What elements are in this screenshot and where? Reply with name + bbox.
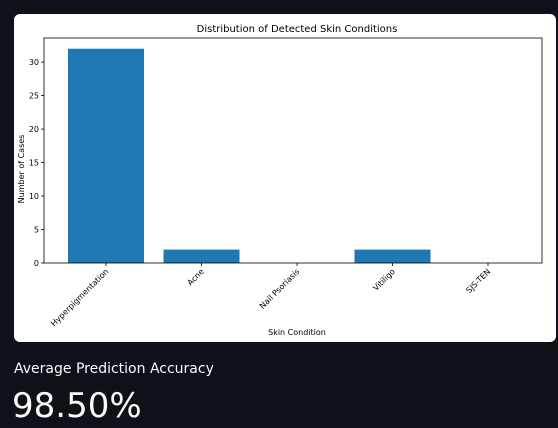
y-axis-label: Number of Cases xyxy=(17,135,26,204)
bar-vitiligo xyxy=(354,249,431,263)
chart-title: Distribution of Detected Skin Conditions xyxy=(197,24,398,35)
y-tick-label: 15 xyxy=(29,159,39,168)
metric-value: 98.50% xyxy=(12,386,142,426)
plot-frame xyxy=(43,37,543,264)
x-tick-label: SJS-TEN xyxy=(464,267,492,295)
y-tick-label: 10 xyxy=(29,192,39,201)
metric-label: Average Prediction Accuracy xyxy=(14,361,214,377)
chart-card: Distribution of Detected Skin Conditions… xyxy=(14,14,556,342)
bar-chart: Distribution of Detected Skin Conditions… xyxy=(17,24,543,337)
x-axis-label: Skin Condition xyxy=(268,328,326,337)
y-tick-label: 5 xyxy=(34,226,39,235)
y-tick-label: 20 xyxy=(29,125,39,134)
x-tick-label: Nail Psoriasis xyxy=(258,267,302,311)
y-tick-label: 30 xyxy=(29,58,39,67)
bar-acne xyxy=(163,249,240,263)
x-tick-label: Vitiligo xyxy=(371,267,397,293)
y-tick-label: 25 xyxy=(29,92,39,101)
y-tick-label: 0 xyxy=(34,259,39,268)
x-tick-label: Acne xyxy=(186,267,206,287)
x-tick-label: Hyperpigmentation xyxy=(49,267,110,328)
bar-hyperpigmentation xyxy=(68,48,144,263)
